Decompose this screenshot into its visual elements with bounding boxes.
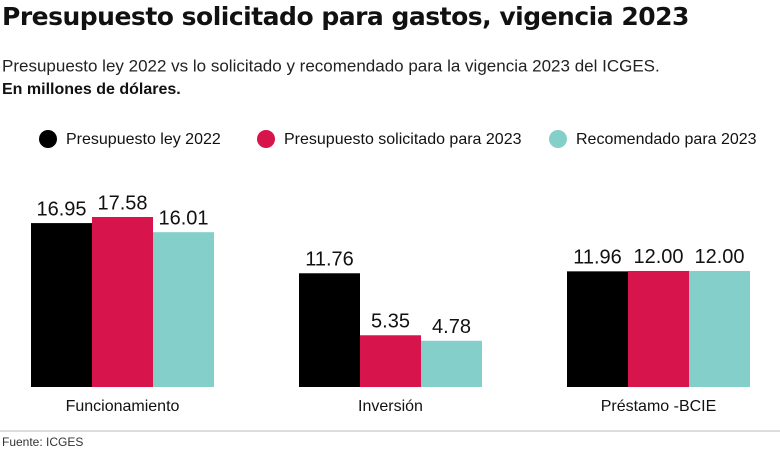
bar bbox=[299, 273, 360, 387]
x-tick-label: Inversión bbox=[358, 398, 423, 415]
value-label: 16.95 bbox=[36, 198, 86, 220]
bar bbox=[689, 270, 750, 387]
legend-swatch bbox=[549, 130, 567, 148]
x-tick-label: Préstamo -BCIE bbox=[601, 398, 717, 415]
unit-note: En millones de dólares. bbox=[2, 81, 181, 98]
bar bbox=[92, 217, 153, 387]
bar bbox=[360, 335, 421, 387]
value-label: 11.96 bbox=[573, 247, 622, 269]
bar bbox=[153, 232, 214, 387]
value-label: 17.58 bbox=[97, 192, 147, 214]
bar bbox=[31, 223, 92, 387]
source: Fuente: ICGES bbox=[2, 435, 83, 449]
legend-label: Presupuesto solicitado para 2023 bbox=[284, 131, 522, 148]
chart-title: Presupuesto solicitado para gastos, vige… bbox=[2, 2, 689, 31]
value-label: 12.00 bbox=[694, 246, 744, 268]
value-label: 5.35 bbox=[371, 311, 410, 333]
legend-swatch bbox=[257, 130, 275, 148]
value-label: 12.00 bbox=[633, 246, 683, 268]
bar bbox=[567, 271, 628, 387]
chart-subtitle: Presupuesto ley 2022 vs lo solicitado y … bbox=[2, 56, 660, 75]
bar bbox=[628, 270, 689, 387]
value-label: 4.78 bbox=[432, 316, 471, 338]
value-label: 11.76 bbox=[305, 249, 354, 271]
x-tick-label: Funcionamiento bbox=[66, 398, 180, 415]
legend-swatch bbox=[39, 130, 57, 148]
bar bbox=[421, 340, 482, 387]
legend-label: Recomendado para 2023 bbox=[576, 131, 757, 148]
value-label: 16.01 bbox=[158, 207, 208, 229]
legend-label: Presupuesto ley 2022 bbox=[66, 131, 221, 148]
